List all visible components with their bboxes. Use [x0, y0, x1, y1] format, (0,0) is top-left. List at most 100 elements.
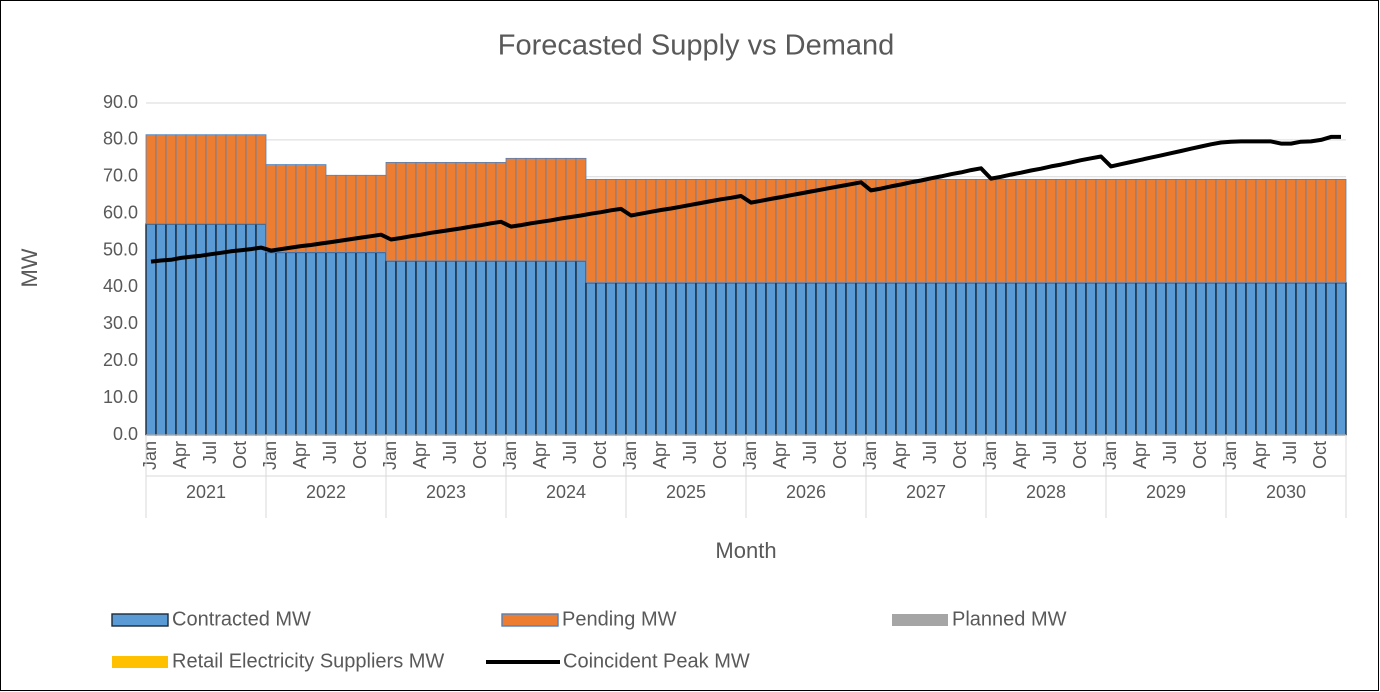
bar-segment — [545, 157, 557, 262]
x-tick-label: Apr — [1250, 441, 1270, 469]
bar-segment — [615, 178, 627, 284]
bar-segment — [275, 164, 287, 253]
y-tick-label: 10.0 — [103, 387, 138, 407]
bar-segment — [1295, 178, 1307, 284]
legend-label: Planned MW — [952, 608, 1067, 630]
bar-segment — [1155, 178, 1167, 284]
legend-swatch — [112, 656, 168, 668]
bar-segment — [1195, 281, 1207, 436]
bar-segment — [245, 223, 257, 436]
bar-segment — [1125, 178, 1137, 284]
bar-segment — [825, 281, 837, 436]
x-tick-label: Jan — [500, 441, 520, 470]
bar-segment — [445, 161, 457, 262]
bar-segment — [875, 178, 887, 284]
bar-segment — [355, 174, 367, 253]
bar-segment — [205, 134, 217, 225]
x-tick-label: Jul — [680, 441, 700, 464]
bar-segment — [1295, 281, 1307, 436]
bar-segment — [575, 260, 587, 436]
bar-segment — [1305, 178, 1317, 284]
bar-segment — [505, 157, 517, 262]
bar-segment — [1315, 178, 1327, 284]
bar-segment — [715, 281, 727, 436]
bar-segment — [1255, 281, 1267, 436]
bar-segment — [365, 174, 377, 253]
bar-segment — [165, 134, 177, 225]
bar-segment — [805, 178, 817, 284]
bar-segment — [965, 281, 977, 436]
bar-segment — [1105, 178, 1117, 284]
bar-segment — [785, 281, 797, 436]
bar-segment — [1235, 281, 1247, 436]
bar-segment — [405, 161, 417, 262]
bar-segment — [815, 281, 827, 436]
bar-segment — [175, 134, 187, 225]
bar-segment — [1015, 281, 1027, 436]
bar-segment — [1335, 281, 1347, 436]
bar-segment — [725, 178, 737, 284]
bar-segment — [225, 134, 237, 225]
bar-segment — [215, 134, 227, 225]
bar-segment — [335, 251, 347, 436]
x-tick-label: Apr — [530, 441, 550, 469]
bar-segment — [285, 164, 297, 253]
legend-label: Pending MW — [562, 608, 677, 630]
bar-segment — [975, 178, 987, 284]
bar-segment — [745, 281, 757, 436]
y-tick-label: 20.0 — [103, 350, 138, 370]
year-label: 2025 — [666, 482, 706, 502]
bar-segment — [675, 178, 687, 284]
bar-segment — [375, 251, 387, 436]
bar-segment — [645, 281, 657, 436]
x-tick-label: Oct — [470, 441, 490, 469]
x-tick-label: Oct — [1310, 441, 1330, 469]
x-tick-label: Jan — [1220, 441, 1240, 470]
bar-segment — [1245, 281, 1257, 436]
bar-segment — [1325, 281, 1337, 436]
bar-segment — [1115, 281, 1127, 436]
x-tick-label: Jan — [140, 441, 160, 470]
bar-segment — [535, 157, 547, 262]
bar-segment — [895, 281, 907, 436]
x-tick-label: Jul — [560, 441, 580, 464]
bar-segment — [265, 164, 277, 253]
bar-segment — [365, 251, 377, 436]
bar-segment — [665, 281, 677, 436]
bar-segment — [1255, 178, 1267, 284]
bar-segment — [195, 134, 207, 225]
x-tick-label: Apr — [290, 441, 310, 469]
bar-segment — [655, 281, 667, 436]
bar-segment — [1285, 178, 1297, 284]
bar-segment — [495, 161, 507, 262]
legend-swatch — [501, 613, 559, 627]
bar-segment — [655, 178, 667, 284]
bar-segment — [305, 164, 317, 253]
bar-segment — [1115, 178, 1127, 284]
year-label: 2021 — [186, 482, 226, 502]
x-tick-label: Jan — [380, 441, 400, 470]
legend-label: Contracted MW — [172, 608, 311, 630]
bar-segment — [985, 178, 997, 284]
bar-segment — [605, 281, 617, 436]
bar-segment — [215, 223, 227, 436]
x-tick-label: Jul — [800, 441, 820, 464]
bar-segment — [925, 281, 937, 436]
bar-segment — [1225, 281, 1237, 436]
x-tick-label: Jan — [980, 441, 1000, 470]
bar-segment — [475, 260, 487, 436]
bar-segment — [1045, 281, 1057, 436]
bar-segment — [1285, 281, 1297, 436]
bar-segment — [435, 161, 447, 262]
bar-segment — [395, 161, 407, 262]
bar-segment — [355, 251, 367, 436]
y-tick-label: 60.0 — [103, 202, 138, 222]
bar-segment — [1065, 281, 1077, 436]
bar-segment — [1275, 281, 1287, 436]
bar-segment — [795, 281, 807, 436]
bar-segment — [315, 251, 327, 436]
bar-segment — [455, 161, 467, 262]
x-tick-label: Apr — [1130, 441, 1150, 469]
legend-swatch — [111, 613, 169, 627]
bar-segment — [605, 178, 617, 284]
